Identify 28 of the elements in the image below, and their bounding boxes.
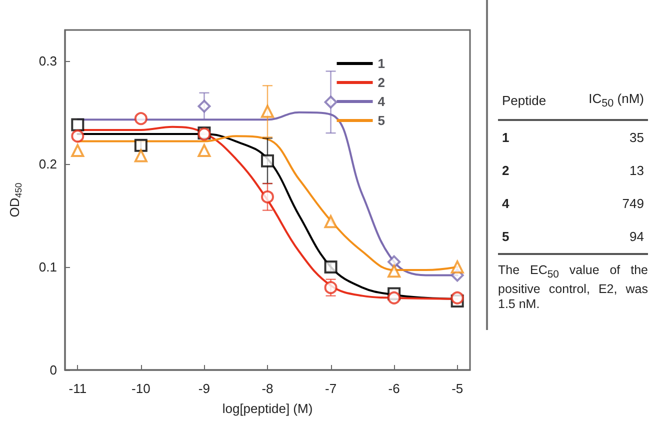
x-tick-label: -8 [262, 381, 274, 396]
x-tick-label: -7 [325, 381, 337, 396]
data-label: 749 [621, 194, 645, 213]
category-label: 2 [501, 162, 510, 180]
x-tick-label: -6 [388, 381, 400, 396]
legend-label: 5 [378, 113, 386, 128]
text: The EC$_{50}$ value of the positive control, E2, was 1.5 nM. [498, 262, 648, 312]
text: Peptide [502, 92, 546, 108]
y-tick-label: 0.3 [38, 53, 57, 68]
category-label: 1 [501, 128, 510, 147]
legend-label: 1 [378, 56, 386, 71]
legend-label: 2 [378, 75, 386, 90]
x-tick-label: -11 [68, 381, 87, 396]
y-tick-label: 0.2 [38, 156, 57, 172]
legend-label: 4 [378, 94, 386, 109]
category-label: 4 [501, 194, 510, 213]
x-tick-label: -5 [452, 381, 464, 396]
x-axis-title: log[peptide] (M) [222, 401, 313, 416]
x-tick-label: -9 [198, 381, 210, 396]
data-label: 94 [628, 228, 645, 246]
text: IC$_{50}$ (nM) [588, 91, 644, 110]
category-label: 5 [501, 228, 510, 246]
data-label: 13 [628, 162, 645, 180]
y-tick-label: 0.1 [38, 259, 57, 274]
y-axis-title: OD450 [7, 182, 24, 218]
y-tick-label: 0 [50, 362, 57, 378]
data-label: 35 [628, 128, 645, 147]
x-tick-label: -10 [132, 381, 150, 396]
